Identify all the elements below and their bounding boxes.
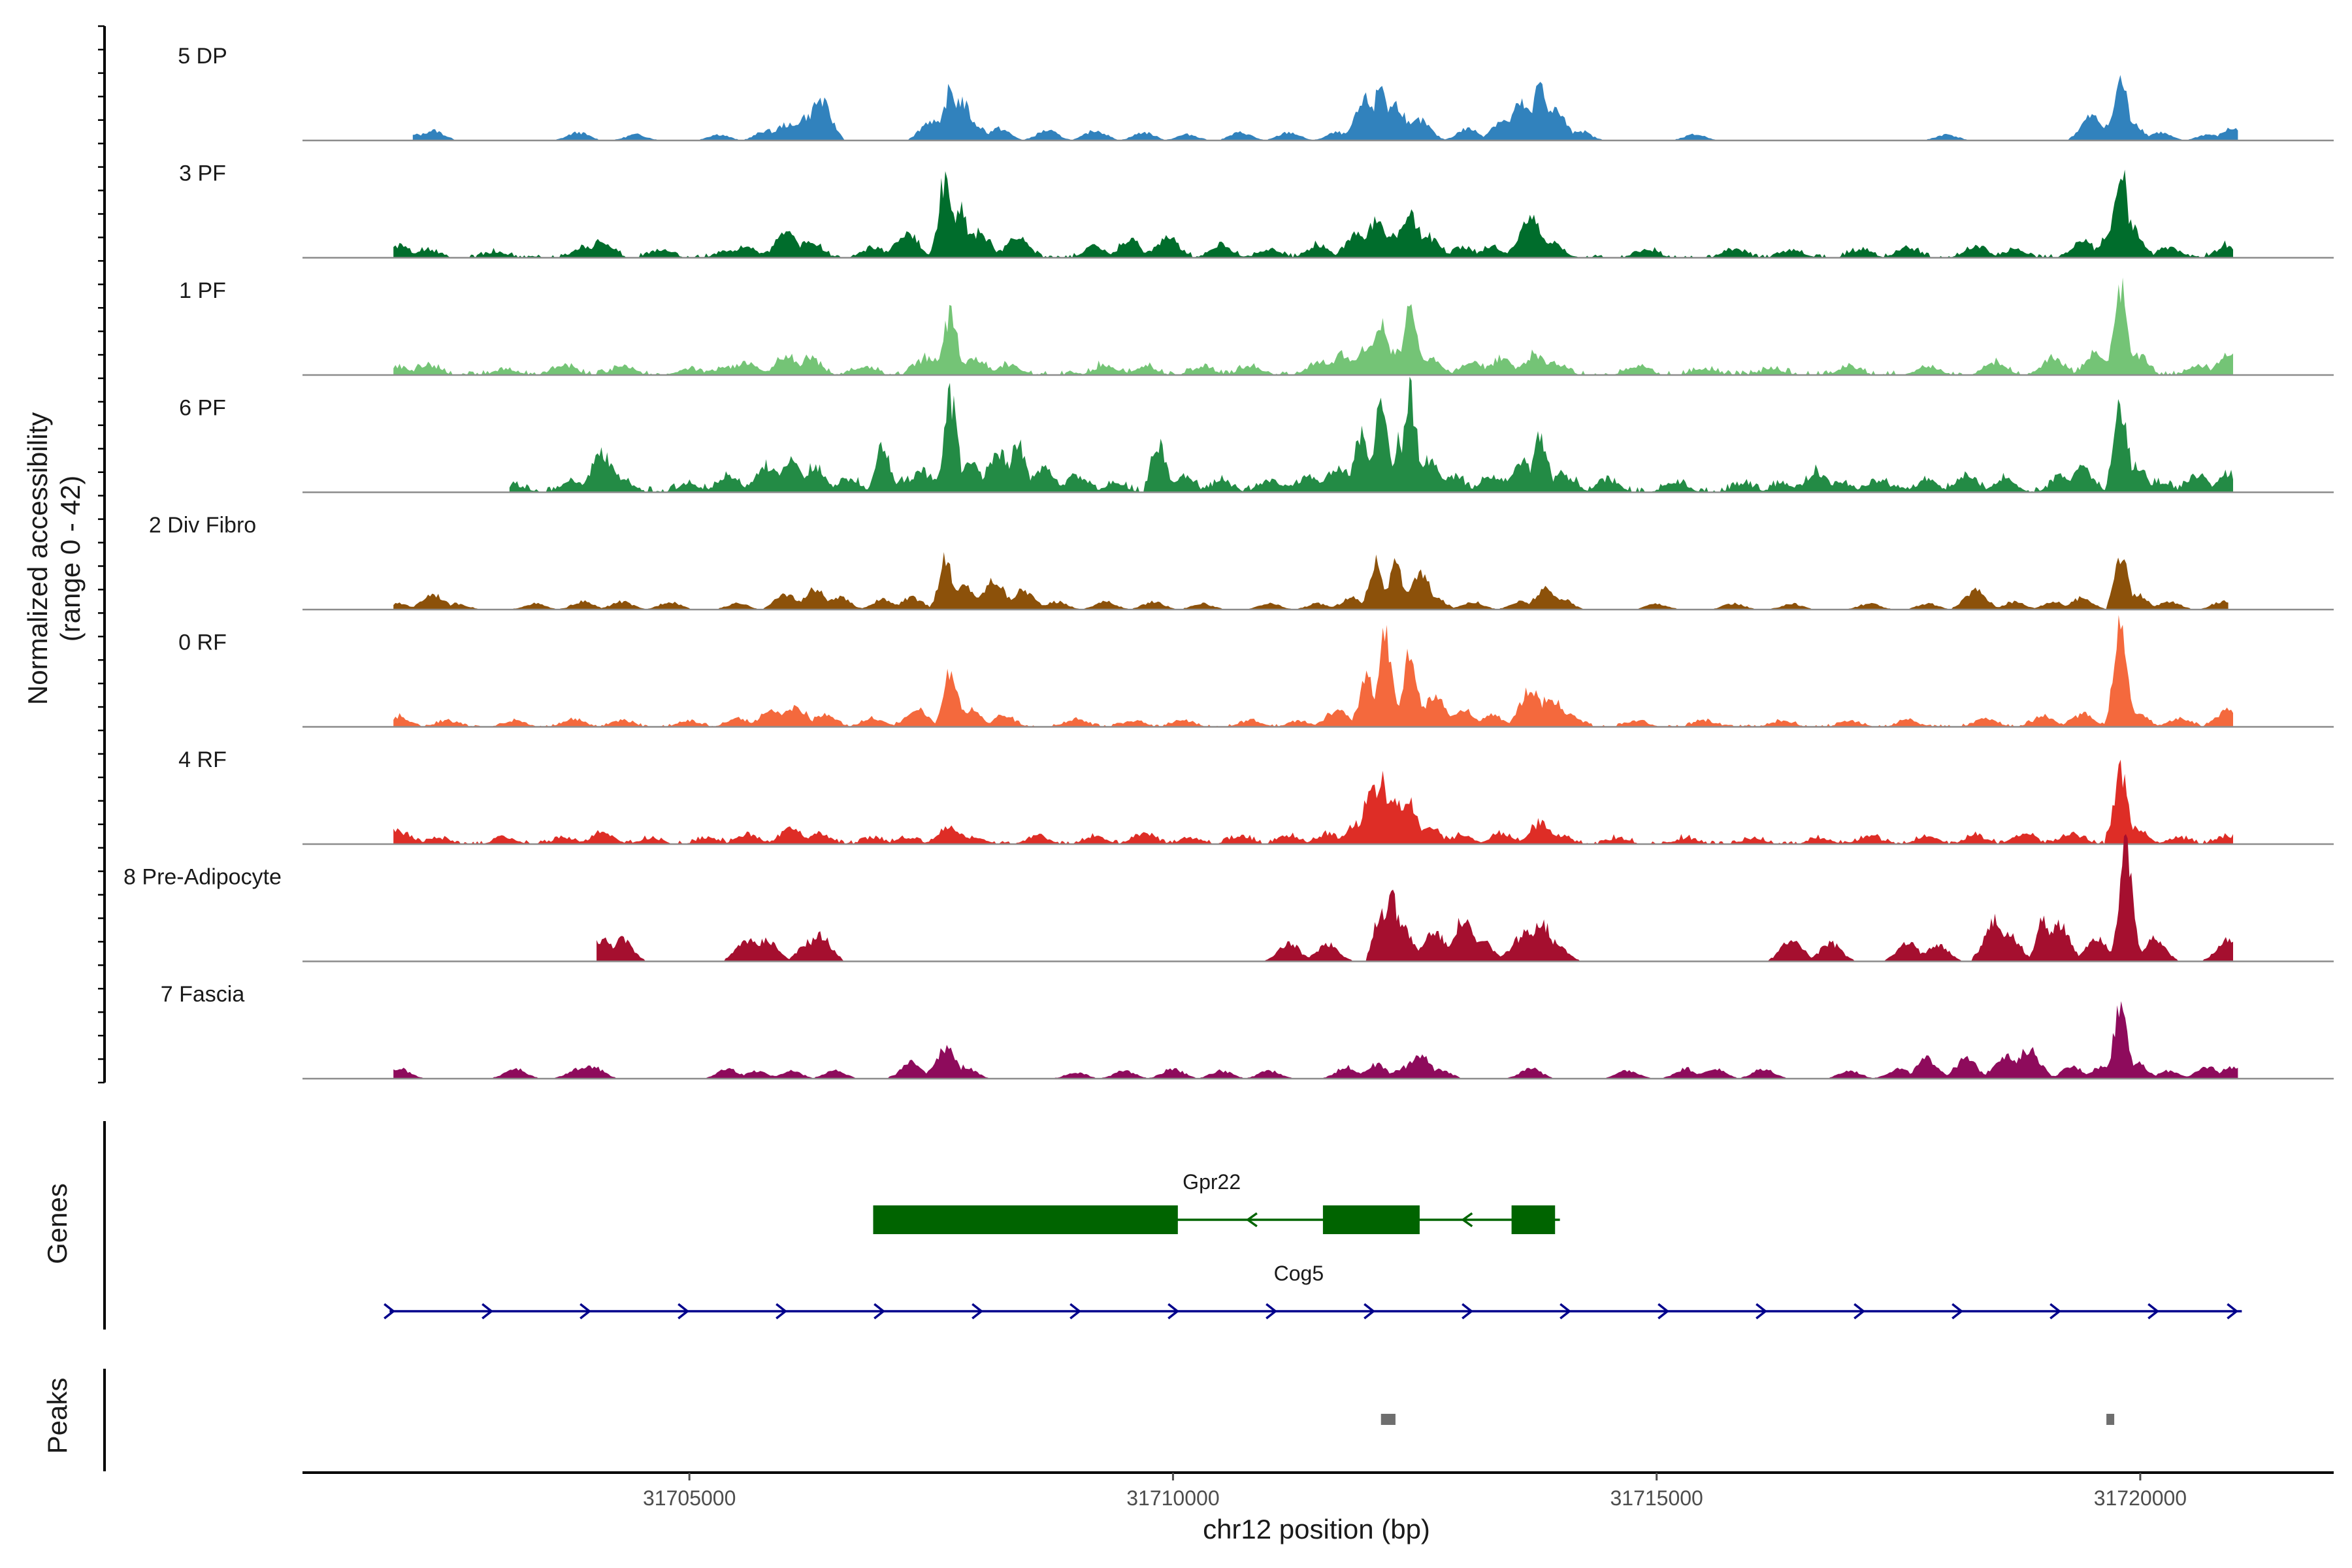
track-7-fascia: 7 Fascia	[161, 982, 2334, 1080]
track-8-pre-adipocyte: 8 Pre-Adipocyte	[123, 834, 2334, 962]
coverage-area	[393, 552, 2229, 610]
strand-arrow	[2227, 1303, 2239, 1320]
strand-arrow	[1658, 1303, 1670, 1320]
track-label: 2 Div Fibro	[149, 513, 256, 538]
coverage-area	[393, 759, 2234, 844]
strand-arrow	[1168, 1303, 1180, 1320]
x-tick-label: 31720000	[2094, 1486, 2187, 1510]
strand-arrow	[972, 1303, 984, 1320]
track-0-rf: 0 RF	[178, 615, 2334, 728]
strand-arrow	[1462, 1303, 1474, 1320]
gene-exon	[873, 1205, 1178, 1234]
x-tick-label: 31710000	[1126, 1486, 1219, 1510]
track-5-dp: 5 DP	[178, 44, 2334, 142]
strand-arrow	[482, 1303, 494, 1320]
track-label: 8 Pre-Adipocyte	[123, 865, 282, 890]
peak-region	[1380, 1414, 1396, 1425]
gene-annotation-panel: Gpr22 Cog5	[103, 1121, 2242, 1330]
gene-cog5: Cog5	[384, 1262, 2242, 1320]
strand-arrow	[1952, 1303, 1964, 1320]
gene-exon	[1511, 1205, 1556, 1234]
coverage-area	[393, 277, 2234, 375]
gene-label: Cog5	[1274, 1262, 1324, 1285]
y-axis-range-label: (range 0 - 42)	[55, 476, 86, 642]
track-label: 7 Fascia	[161, 982, 245, 1007]
strand-arrow	[874, 1303, 886, 1320]
coverage-area	[509, 376, 2233, 493]
track-label: 0 RF	[178, 630, 227, 655]
strand-arrow	[1266, 1303, 1278, 1320]
peaks-panel-title: Peaks	[42, 1378, 73, 1454]
strand-arrow	[1245, 1212, 1258, 1228]
strand-arrow	[2148, 1303, 2160, 1320]
x-axis: 31705000 31710000 31715000 31720000	[302, 1471, 2334, 1510]
strand-arrow	[2050, 1303, 2062, 1320]
track-label: 3 PF	[179, 161, 226, 186]
track-label: 5 DP	[178, 44, 227, 69]
track-3-pf: 3 PF	[179, 161, 2334, 259]
genes-panel-title: Genes	[42, 1183, 73, 1264]
track-label: 6 PF	[179, 396, 226, 421]
strand-arrow	[580, 1303, 592, 1320]
strand-arrow	[1461, 1212, 1473, 1228]
strand-arrow	[1854, 1303, 1866, 1320]
gene-exon	[1322, 1205, 1420, 1234]
coverage-area	[393, 169, 2234, 258]
peak-region	[2106, 1414, 2115, 1425]
track-label: 4 RF	[178, 747, 227, 772]
coverage-area	[393, 1001, 2238, 1079]
gene-gpr22: Gpr22	[873, 1170, 1560, 1234]
peaks-panel	[103, 1369, 2115, 1471]
track-6-pf: 6 PF	[179, 376, 2334, 493]
coverage-area	[596, 834, 2233, 962]
track-label: 1 PF	[179, 278, 226, 303]
strand-arrow	[1560, 1303, 1572, 1320]
strand-arrow	[384, 1303, 396, 1320]
x-tick-label: 31715000	[1610, 1486, 1703, 1510]
gene-label: Gpr22	[1183, 1170, 1241, 1194]
track-4-rf: 4 RF	[178, 747, 2334, 845]
coverage-area	[393, 615, 2234, 727]
track-1-pf: 1 PF	[179, 277, 2334, 376]
strand-arrow	[1070, 1303, 1082, 1320]
coverage-area	[412, 74, 2238, 140]
strand-arrow	[1364, 1303, 1376, 1320]
x-axis-title: chr12 position (bp)	[1203, 1514, 1430, 1544]
strand-arrow	[776, 1303, 788, 1320]
coverage-tracks: 5 DP 3 PF 1 PF 6 PF 2 Div Fibro 0 RF 4 RF 8 Pre…	[98, 25, 2334, 1084]
strand-arrow	[1756, 1303, 1768, 1320]
track-2-div-fibro: 2 Div Fibro	[149, 513, 2334, 611]
x-tick-label: 31705000	[643, 1486, 736, 1510]
strand-arrow	[678, 1303, 690, 1320]
y-axis-title: Normalized accessibility	[22, 412, 53, 705]
